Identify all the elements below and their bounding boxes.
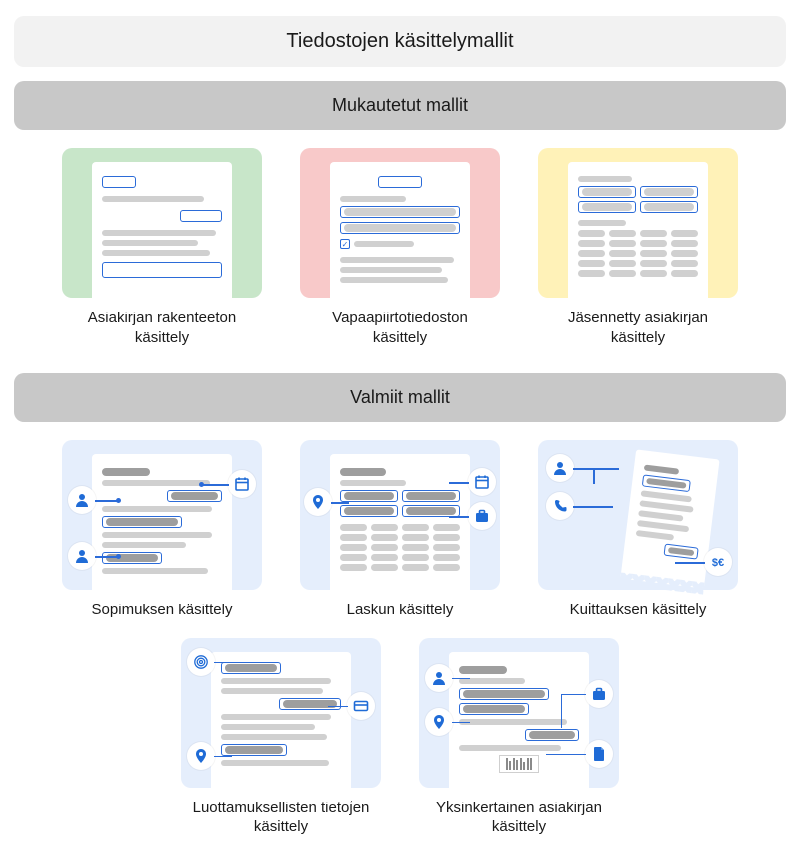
section-prebuilt-banner: Valmiit mallit — [14, 373, 786, 422]
card-simple: Yksinkertainen asiakirjan käsittely — [414, 638, 624, 837]
fingerprint-icon — [187, 648, 215, 676]
section-custom-banner: Mukautetut mallit — [14, 81, 786, 130]
pin-icon — [187, 742, 215, 770]
prebuilt-row-1: Sopimuksen käsittely — [14, 440, 786, 620]
card-icon — [347, 692, 375, 720]
person-icon — [68, 486, 96, 514]
briefcase-icon — [468, 502, 496, 530]
prebuilt-row-2: Luottamuksellisten tietojen käsittely — [14, 638, 786, 837]
main-title-banner: Tiedostojen käsittelymallit — [14, 16, 786, 67]
main-title: Tiedostojen käsittelymallit — [286, 30, 513, 52]
phone-icon — [546, 492, 574, 520]
calendar-icon — [468, 468, 496, 496]
card-sensitive: Luottamuksellisten tietojen käsittely — [176, 638, 386, 837]
tile-invoice — [300, 440, 500, 590]
section-custom-title: Mukautetut mallit — [332, 95, 468, 115]
card-caption: käsittely — [611, 329, 665, 346]
pin-icon — [425, 708, 453, 736]
tile-contract — [62, 440, 262, 590]
currency-icon — [704, 548, 732, 576]
card-contract: Sopimuksen käsittely — [57, 440, 267, 620]
tile-receipt — [538, 440, 738, 590]
person-icon — [425, 664, 453, 692]
tile-freeform: ✓ — [300, 148, 500, 298]
person-icon — [546, 454, 574, 482]
briefcase-icon — [585, 680, 613, 708]
custom-models-row: Asiakirjan rakenteeton käsittely ✓ — [14, 148, 786, 347]
card-unstructured: Asiakirjan rakenteeton käsittely — [57, 148, 267, 347]
section-prebuilt-title: Valmiit mallit — [350, 387, 450, 407]
card-invoice: Laskun käsittely — [295, 440, 505, 620]
tile-simple — [419, 638, 619, 788]
tile-sensitive — [181, 638, 381, 788]
card-caption: Kuittauksen käsittely — [570, 601, 707, 618]
calendar-icon — [228, 470, 256, 498]
tile-structured — [538, 148, 738, 298]
person-icon — [68, 542, 96, 570]
card-structured: Jäsennetty asiakirjan käsittely — [533, 148, 743, 347]
card-caption: käsittely — [373, 329, 427, 346]
file-icon — [585, 740, 613, 768]
tile-unstructured — [62, 148, 262, 298]
card-freeform: ✓ Vapaapiirtotiedoston käsittely — [295, 148, 505, 347]
card-receipt: Kuittauksen käsittely — [533, 440, 743, 620]
pin-icon — [304, 488, 332, 516]
card-caption: käsittely — [135, 329, 189, 346]
